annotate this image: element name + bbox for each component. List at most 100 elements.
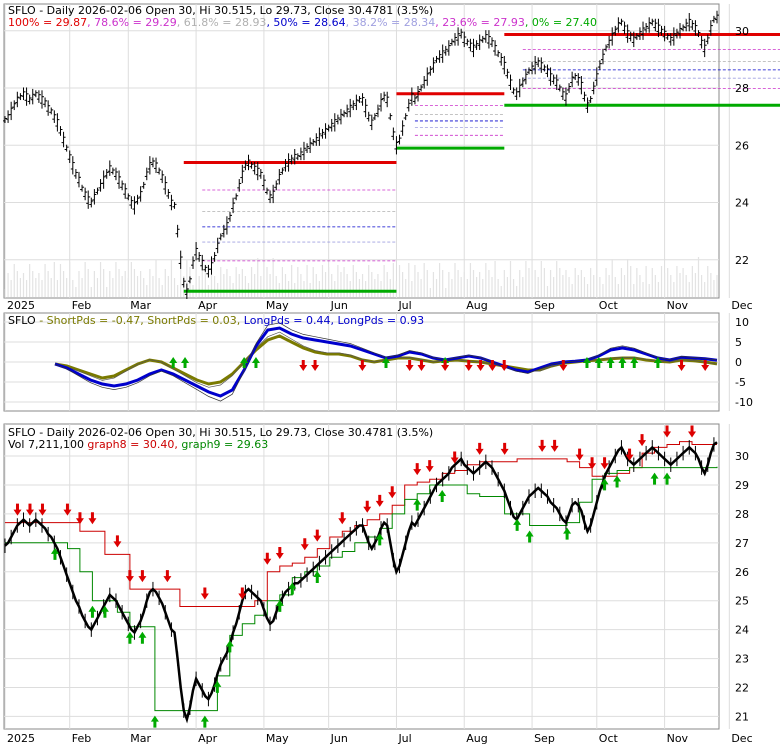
panel2-legend: SFLO - ShortPds = -0.47, ShortPds = 0.03… [8,314,424,327]
arrow-down [375,494,384,507]
panel2-y-tick-label: 0 [735,356,742,369]
arrow-down [363,500,372,513]
fib-legend-item: , 38.2% = 28.34 [346,16,436,29]
panel1-title-ticker: SFLO [8,4,36,17]
arrow-up [618,357,627,368]
arrow-up [200,715,209,728]
arrow-down [405,360,414,371]
panel1-grid [4,4,730,298]
panel2-y-tick-label: 10 [735,316,749,329]
price-line [4,441,718,724]
arrow-up [438,489,447,502]
panel2-legend-item: LongPds = 0.44, [240,314,334,327]
panel2-legend-item: ShortPds = 0.03, [144,314,241,327]
fib-legend-item: , 23.6% = 27.93 [435,16,525,29]
panel2-y-tick-label: -5 [735,376,746,389]
arrow-up [613,475,622,488]
fib-legend-item: , 61.8% = 28.93 [177,16,267,29]
arrow-down [476,360,485,371]
arrow-down [125,570,134,583]
arrow-down [677,360,686,371]
arrow-up [413,498,422,511]
panel1-y-tick-label: 30 [735,25,749,38]
arrow-down [575,448,584,461]
arrow-down [338,512,347,525]
arrow-down [311,360,320,371]
arrow-down [138,570,147,583]
arrow-down [38,503,47,516]
panel3-subtitle-item: graph9 = 29.63 [178,438,268,451]
arrow-down [500,360,509,371]
panel3-y-tick-label: 27 [735,537,749,550]
arrow-down [417,360,426,371]
arrow-up [313,570,322,583]
panel1-volume-bars [4,257,718,297]
panel1-x-tick-label: Aug [466,299,487,312]
panel3-x-tick-label: Apr [198,732,218,745]
panel3-x-tick-label: Feb [72,732,91,745]
panel1-x-tick-label: Nov [667,299,689,312]
panel3-x-tick-label: Jun [330,732,348,745]
panel3-y-tick-label: 23 [735,653,749,666]
arrow-down [701,360,710,371]
panel2-legend-item: SFLO [8,314,36,327]
panel3-y-tick-label: 24 [735,624,749,637]
panel1-x-tick-label: 2025 [7,299,35,312]
arrow-down [238,587,247,600]
panel3-x-tick-label: Nov [667,732,689,745]
panel1-frame [3,3,720,299]
arrow-down [663,425,672,438]
arrow-up [525,530,534,543]
arrow-down [625,448,634,461]
graph8-line [5,441,717,607]
arrow-down [538,439,547,452]
panel2-legend-item: LongPds = 0.93 [334,314,424,327]
fib-legend-item: 100% = 29.87 [8,16,87,29]
panel3-y-tick-label: 21 [735,710,749,723]
panel3-x-tick-label: Aug [466,732,487,745]
arrow-down [388,486,397,499]
panel-price-fibonacci: 30 28 26 24 22 2025 Feb Mar Apr May Jun Jul Aug Sep O… [3,3,780,312]
arrow-down [163,570,172,583]
arrow-up [563,527,572,540]
arrow-up [125,631,134,644]
panel1-x-tick-label: Mar [130,299,151,312]
panel1-x-tick-label: May [266,299,289,312]
panel3-title: SFLO - Daily 2026-02-06 Open 30, Hi 30.5… [8,426,433,439]
arrow-up [275,599,284,612]
panel3-y-ticks: 30 29 28 27 26 25 24 23 22 21 [735,450,749,723]
panel3-x-tick-label: 2025 [7,732,35,745]
arrow-down [275,546,284,559]
arrow-up [50,547,59,560]
arrow-down [263,552,272,565]
arrow-down [358,360,367,371]
panel3-subtitle: Vol 7,211,100 graph8 = 30.40, graph9 = 2… [8,438,268,451]
panel3-x-tick-label: Sep [534,732,555,745]
arrow-down [75,512,84,525]
panel3-subtitle-item: graph8 = 30.40, [84,438,178,451]
panel2-legend-item: - ShortPds = -0.47, [36,314,144,327]
panel3-x-tick-label: Dec [731,732,752,745]
panel3-x-tick-label: Mar [130,732,151,745]
panel3-y-tick-label: 30 [735,450,749,463]
panel3-title-ticker: SFLO [8,426,36,439]
panel2-arrows [169,357,710,371]
arrow-up [375,533,384,546]
arrow-down [688,425,697,438]
arrow-up [138,631,147,644]
panel1-y-tick-label: 24 [735,197,749,210]
arrow-up [594,357,603,368]
panel3-frame [3,423,720,730]
arrow-down [313,529,322,542]
panel-price-trailing-stops: 30 29 28 27 26 25 24 23 22 21 2025 Feb Mar Apr May Jun… [3,423,753,745]
arrow-up [650,472,659,485]
panel2-y-tick-label: 5 [735,336,742,349]
panel-shortpds-longpds: 10 5 0 -5 -10 SFLO - ShortPds = -0.47, Short… [3,312,753,412]
panel1-x-tick-label: Jul [397,299,411,312]
arrow-up [150,715,159,728]
panel3-y-tick-label: 22 [735,681,749,694]
panel3-price-line [4,437,718,724]
panel3-y-tick-label: 25 [735,595,749,608]
